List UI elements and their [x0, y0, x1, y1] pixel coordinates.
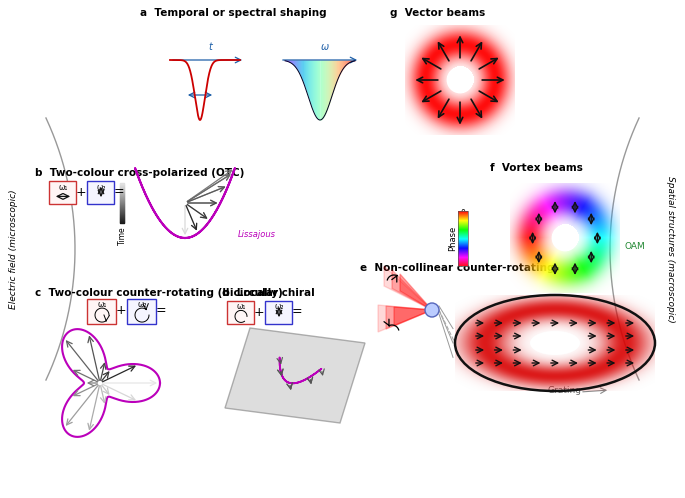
Text: ω₁: ω₁	[97, 300, 107, 309]
Text: t: t	[208, 42, 212, 52]
Polygon shape	[384, 266, 432, 310]
Text: =: =	[114, 185, 124, 199]
Text: +: +	[116, 304, 126, 318]
Text: ω₂: ω₂	[274, 302, 284, 311]
Text: Grating: Grating	[548, 386, 582, 395]
Circle shape	[425, 303, 439, 317]
Text: d  Locally chiral: d Locally chiral	[222, 288, 314, 298]
Text: ω₁: ω₁	[58, 183, 68, 192]
Text: 0: 0	[460, 209, 465, 218]
Polygon shape	[386, 306, 432, 329]
Text: ω: ω	[321, 42, 329, 52]
Text: c  Two-colour counter-rotating (bicircular): c Two-colour counter-rotating (bicircula…	[35, 288, 283, 298]
Text: g  Vector beams: g Vector beams	[390, 8, 485, 18]
Text: ω₁: ω₁	[236, 302, 246, 311]
Text: b  Two-colour cross-polarized (OTC): b Two-colour cross-polarized (OTC)	[35, 168, 245, 178]
Text: ω₂: ω₂	[97, 183, 105, 192]
FancyBboxPatch shape	[88, 180, 114, 204]
Text: a  Temporal or spectral shaping: a Temporal or spectral shaping	[140, 8, 327, 18]
Polygon shape	[394, 307, 432, 326]
Text: f  Vortex beams: f Vortex beams	[490, 163, 583, 173]
Text: +: +	[253, 305, 264, 319]
Polygon shape	[392, 270, 432, 310]
Ellipse shape	[530, 331, 580, 355]
Text: ω₂: ω₂	[137, 300, 147, 309]
FancyBboxPatch shape	[266, 300, 292, 324]
Circle shape	[447, 67, 473, 94]
FancyBboxPatch shape	[127, 298, 156, 324]
Circle shape	[551, 225, 578, 251]
FancyBboxPatch shape	[227, 300, 255, 324]
Text: +: +	[75, 185, 86, 199]
Text: =: =	[292, 305, 302, 319]
Text: e  Non-collinear counter-rotating: e Non-collinear counter-rotating	[360, 263, 554, 273]
Text: =: =	[155, 304, 166, 318]
Text: OAM: OAM	[625, 242, 646, 250]
Text: 2π: 2π	[458, 259, 468, 268]
Polygon shape	[400, 274, 432, 310]
Text: Electric field (microscopic): Electric field (microscopic)	[10, 189, 18, 309]
Text: Spatial structures (macroscopic): Spatial structures (macroscopic)	[667, 176, 675, 322]
Text: Phase: Phase	[449, 226, 458, 251]
Polygon shape	[378, 305, 432, 332]
Bar	[458, 211, 468, 266]
Polygon shape	[225, 328, 365, 423]
FancyBboxPatch shape	[88, 298, 116, 324]
Text: Lissajous: Lissajous	[238, 230, 276, 239]
Text: Time: Time	[118, 226, 127, 245]
FancyBboxPatch shape	[49, 180, 77, 204]
